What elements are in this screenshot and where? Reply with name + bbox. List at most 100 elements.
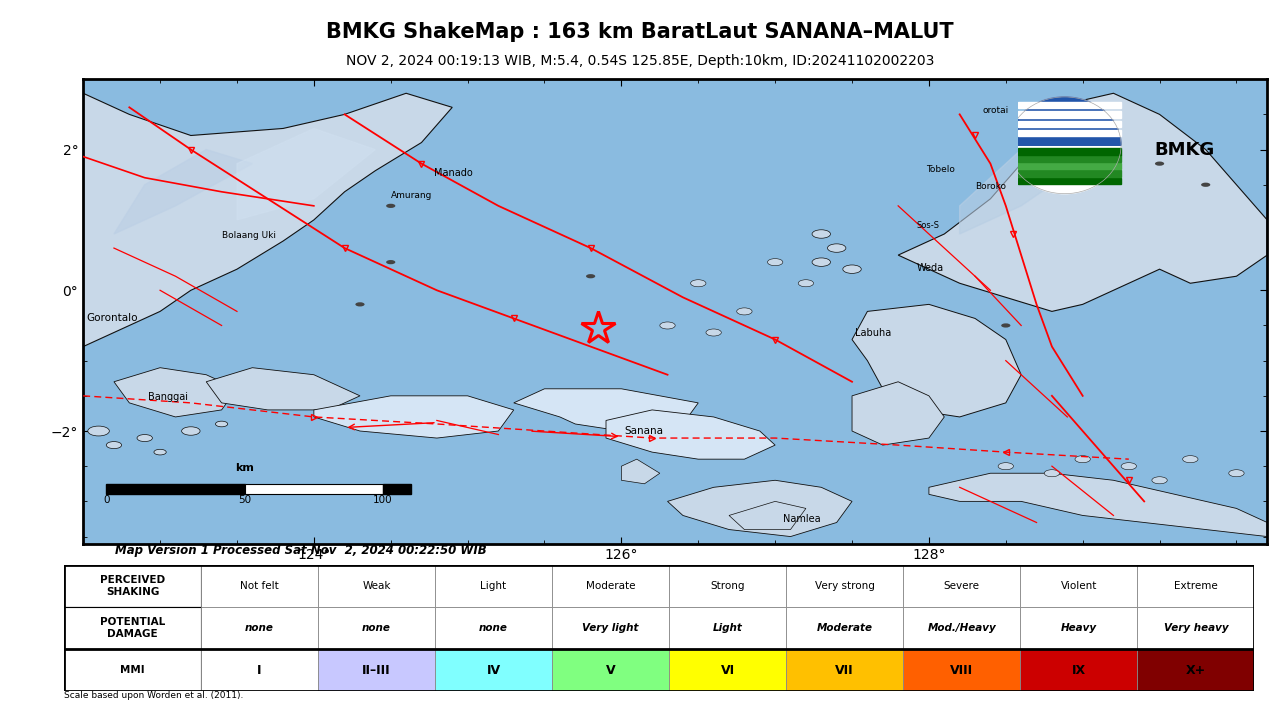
Text: Moderate: Moderate	[586, 581, 635, 591]
Bar	[106, 484, 244, 494]
Text: Very light: Very light	[582, 624, 639, 633]
Polygon shape	[929, 473, 1267, 536]
Bar	[552, 649, 669, 691]
Text: PERCEIVED
SHAKING: PERCEIVED SHAKING	[100, 575, 165, 597]
Bar	[201, 607, 317, 649]
Bar	[1018, 120, 1121, 127]
Bar	[435, 649, 552, 691]
Polygon shape	[314, 396, 513, 438]
Bar	[1018, 178, 1121, 184]
Polygon shape	[114, 150, 252, 234]
Text: POTENTIAL
DAMAGE: POTENTIAL DAMAGE	[100, 617, 165, 639]
Text: BMKG: BMKG	[1155, 141, 1215, 159]
Text: Gorontalo: Gorontalo	[86, 313, 138, 323]
Text: IX: IX	[1071, 664, 1085, 677]
Bar	[1018, 170, 1121, 177]
Text: 50: 50	[238, 495, 251, 505]
Text: Very strong: Very strong	[815, 581, 874, 591]
Bar	[1018, 112, 1121, 117]
Bar	[435, 607, 552, 649]
Circle shape	[1009, 97, 1121, 194]
Bar	[904, 649, 1020, 691]
Text: Moderate: Moderate	[817, 624, 873, 633]
Polygon shape	[621, 459, 659, 484]
Text: Tobelo: Tobelo	[925, 165, 955, 174]
Text: 100: 100	[374, 495, 393, 505]
Bar	[552, 565, 669, 607]
Circle shape	[1121, 463, 1137, 469]
Polygon shape	[513, 389, 699, 431]
Circle shape	[1044, 469, 1060, 477]
Polygon shape	[114, 368, 237, 417]
Text: V: V	[605, 664, 616, 677]
Bar	[786, 649, 904, 691]
Text: II–III: II–III	[362, 664, 390, 677]
Circle shape	[387, 260, 396, 264]
Bar	[904, 565, 1020, 607]
Circle shape	[387, 204, 396, 208]
Bar	[201, 565, 317, 607]
Bar	[1018, 163, 1121, 169]
Text: Manado: Manado	[434, 168, 472, 178]
Bar	[669, 649, 786, 691]
Text: Namlea: Namlea	[783, 514, 820, 524]
Bar	[1020, 649, 1138, 691]
Text: Boroko: Boroko	[975, 182, 1006, 192]
Circle shape	[659, 322, 676, 329]
Circle shape	[106, 441, 122, 449]
Polygon shape	[667, 480, 852, 536]
Text: I: I	[257, 664, 261, 677]
Circle shape	[812, 258, 831, 266]
Text: NOV 2, 2024 00:19:13 WIB, M:5.4, 0.54S 125.85E, Depth:10km, ID:20241102002203: NOV 2, 2024 00:19:13 WIB, M:5.4, 0.54S 1…	[346, 54, 934, 68]
Bar	[1018, 102, 1121, 109]
Text: Weda: Weda	[916, 263, 943, 273]
Bar	[904, 607, 1020, 649]
Bar	[317, 607, 435, 649]
Circle shape	[88, 426, 109, 436]
Circle shape	[356, 302, 365, 307]
Circle shape	[1075, 456, 1091, 463]
Circle shape	[1152, 477, 1167, 484]
Text: Labuha: Labuha	[855, 328, 891, 338]
Bar	[383, 484, 411, 494]
Circle shape	[182, 427, 200, 435]
Bar	[669, 607, 786, 649]
Text: Very heavy: Very heavy	[1164, 624, 1229, 633]
Text: km: km	[236, 463, 255, 473]
Bar	[669, 565, 786, 607]
Polygon shape	[206, 368, 360, 410]
Text: VIII: VIII	[950, 664, 973, 677]
Bar	[1138, 607, 1254, 649]
Bar	[1018, 148, 1121, 155]
Text: Heavy: Heavy	[1061, 624, 1097, 633]
Circle shape	[1155, 161, 1165, 166]
Polygon shape	[605, 410, 776, 459]
Circle shape	[707, 329, 722, 336]
Text: IV: IV	[486, 664, 500, 677]
Polygon shape	[960, 114, 1114, 234]
Text: Violent: Violent	[1061, 581, 1097, 591]
Bar	[64, 565, 201, 607]
Text: BMKG ShakeMap : 163 km BaratLaut SANANA–MALUT: BMKG ShakeMap : 163 km BaratLaut SANANA–…	[326, 22, 954, 42]
Polygon shape	[237, 128, 375, 220]
Text: 0: 0	[102, 495, 110, 505]
Circle shape	[737, 308, 753, 315]
Polygon shape	[899, 94, 1267, 311]
Text: none: none	[362, 624, 390, 633]
Text: Strong: Strong	[710, 581, 745, 591]
Bar	[244, 484, 383, 494]
Text: none: none	[244, 624, 274, 633]
Text: Not felt: Not felt	[241, 581, 279, 591]
Circle shape	[1229, 469, 1244, 477]
Polygon shape	[852, 382, 945, 445]
Circle shape	[586, 274, 595, 279]
Bar	[1020, 607, 1138, 649]
Text: Light: Light	[480, 581, 507, 591]
Text: Bolaang Uki: Bolaang Uki	[221, 231, 275, 240]
Bar	[317, 565, 435, 607]
Bar	[1138, 565, 1254, 607]
Text: Amurang: Amurang	[390, 191, 433, 199]
Bar	[786, 607, 904, 649]
Circle shape	[1001, 323, 1010, 328]
Circle shape	[154, 449, 166, 455]
